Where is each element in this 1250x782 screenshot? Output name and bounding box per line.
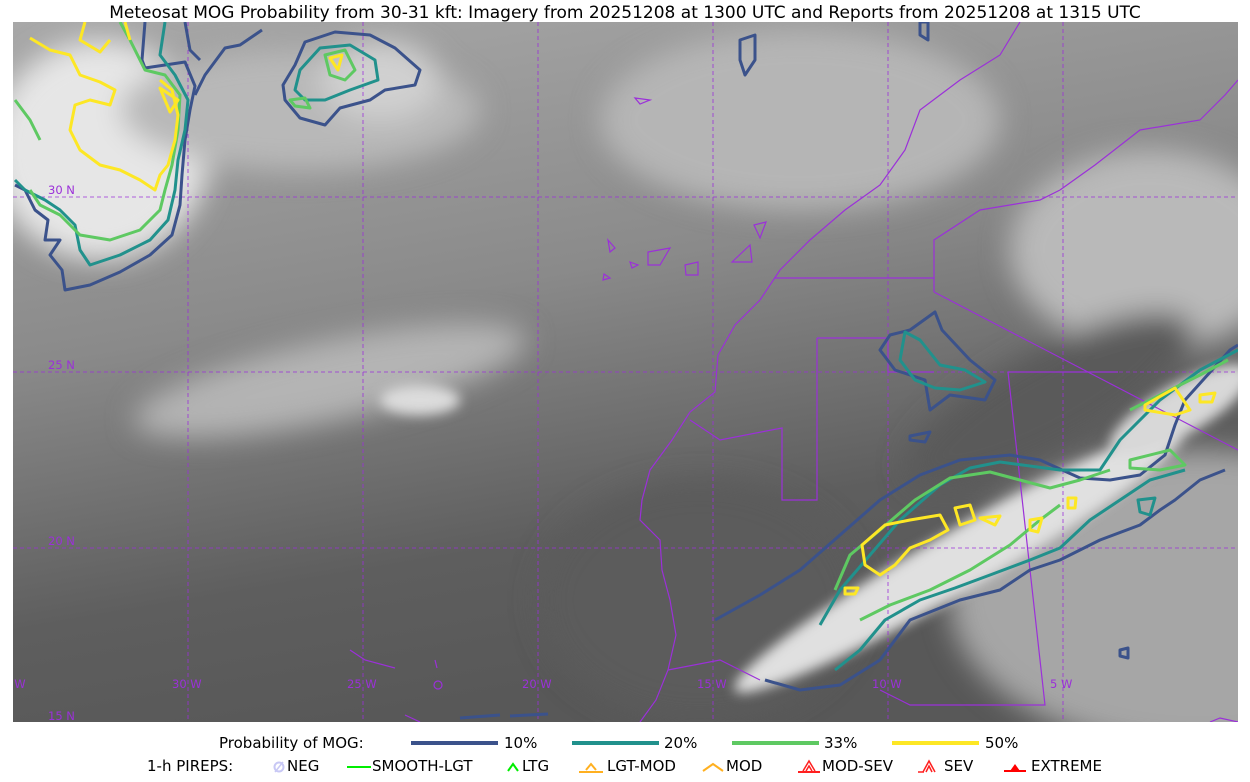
legend-swatch-20 [572, 741, 659, 745]
legend-label-20: 20% [664, 734, 698, 752]
caret-bar-icon [579, 762, 603, 773]
pirep-label: MOD-SEV [822, 757, 893, 775]
pirep-label: LTG [522, 757, 550, 775]
lon-label: 5 W [1050, 677, 1072, 691]
mog-legend-label: Probability of MOG: [219, 734, 364, 752]
lat-label: 30 N [48, 183, 75, 197]
lon-label: 20 W [522, 677, 552, 691]
contour-20pct [13, 22, 1238, 672]
chart-title: Meteosat MOG Probability from 30-31 kft:… [109, 3, 1141, 23]
axis-labels: 35 W 30 W 25 W 20 W 15 W 10 W 5 W 30 N 2… [0, 183, 1072, 723]
neg-circle-icon [273, 761, 285, 773]
pirep-label: SEV [944, 757, 974, 775]
legend-label-33: 33% [824, 734, 858, 752]
pirep-label: EXTREME [1031, 757, 1102, 775]
legend-swatch-33 [732, 741, 819, 745]
contour-10pct [14, 22, 1238, 720]
lat-label: 25 N [48, 358, 75, 372]
lon-label: 25 W [347, 677, 377, 691]
coastlines-borders [349, 22, 1238, 722]
caret-icon [507, 762, 519, 772]
pirep-label: SMOOTH-LGT [372, 757, 473, 775]
legend-swatch-50 [892, 741, 979, 745]
pirep-label: NEG [287, 757, 320, 775]
caret-icon [702, 762, 724, 772]
mog-contours [13, 22, 1238, 720]
legend-label-10: 10% [504, 734, 538, 752]
double-caret-bar-icon [798, 759, 820, 773]
cloud-imagery [13, 30, 1238, 722]
double-caret-icon [918, 759, 936, 773]
legend-swatch-10 [411, 741, 498, 745]
pirep-label: LGT-MOD [607, 757, 676, 775]
pirep-label: MOD [726, 757, 763, 775]
lon-label: 10 W [872, 677, 902, 691]
lat-label: 20 N [48, 534, 75, 548]
lon-label: 30 W [172, 677, 202, 691]
legend-label-50: 50% [985, 734, 1019, 752]
lon-label: 35 W [0, 677, 26, 691]
filled-triangle-icon [1004, 764, 1026, 772]
line-icon [347, 766, 371, 768]
lon-label: 15 W [697, 677, 727, 691]
lat-label: 15 N [48, 709, 75, 723]
contour-50pct [29, 22, 1217, 596]
pirep-legend-label: 1-h PIREPS: [147, 757, 234, 775]
